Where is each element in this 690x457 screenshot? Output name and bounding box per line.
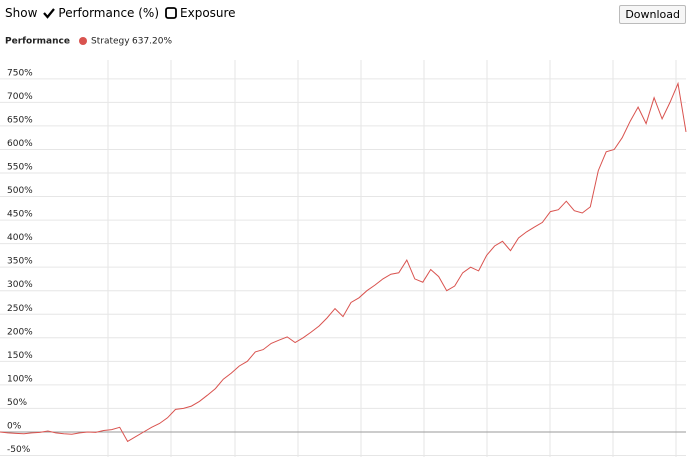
y-tick-label: 400% — [7, 233, 33, 243]
x-grid — [107, 60, 677, 457]
legend-label: Strategy — [91, 37, 130, 47]
y-tick-label: -50% — [7, 445, 31, 455]
y-tick-label: 600% — [7, 139, 33, 149]
y-tick-label: 450% — [7, 210, 33, 220]
chart: Performance Strategy 637.20% -50% 0% 50% 10… — [0, 37, 687, 457]
y-tick-label: 550% — [7, 163, 33, 173]
legend-marker — [79, 37, 87, 45]
line — [0, 81, 687, 443]
option[interactable]: Performance (%) — [43, 6, 159, 20]
y-tick-label: 750% — [7, 68, 33, 78]
option[interactable]: Exposure — [165, 6, 236, 20]
y-tick-label: 350% — [7, 257, 33, 267]
option-label[interactable]: Performance (%) — [58, 6, 160, 20]
y-tick-label: 100% — [7, 374, 33, 384]
legend-value: 637.20% — [132, 37, 172, 47]
y-tick-label: 500% — [7, 186, 33, 196]
download-button[interactable]: Download — [619, 5, 686, 24]
option-label[interactable]: Exposure — [180, 6, 236, 20]
chart-title: Performance — [5, 37, 70, 47]
y-tick-label: 200% — [7, 327, 33, 337]
y-tick-label: 650% — [7, 115, 33, 125]
checkbox-icon — [165, 7, 177, 19]
y-tick-label: 300% — [7, 280, 33, 290]
y-tick-label: 250% — [7, 304, 33, 314]
y-tick-label: 700% — [7, 92, 33, 102]
check-icon — [43, 8, 56, 19]
show-label: Show — [5, 6, 38, 20]
y-tick-label: 50% — [7, 398, 27, 408]
y-tick-label: 0% — [7, 421, 22, 431]
toolbar: Show Performance (%) Exposure — [5, 6, 236, 20]
y-tick-label: 150% — [7, 351, 33, 361]
